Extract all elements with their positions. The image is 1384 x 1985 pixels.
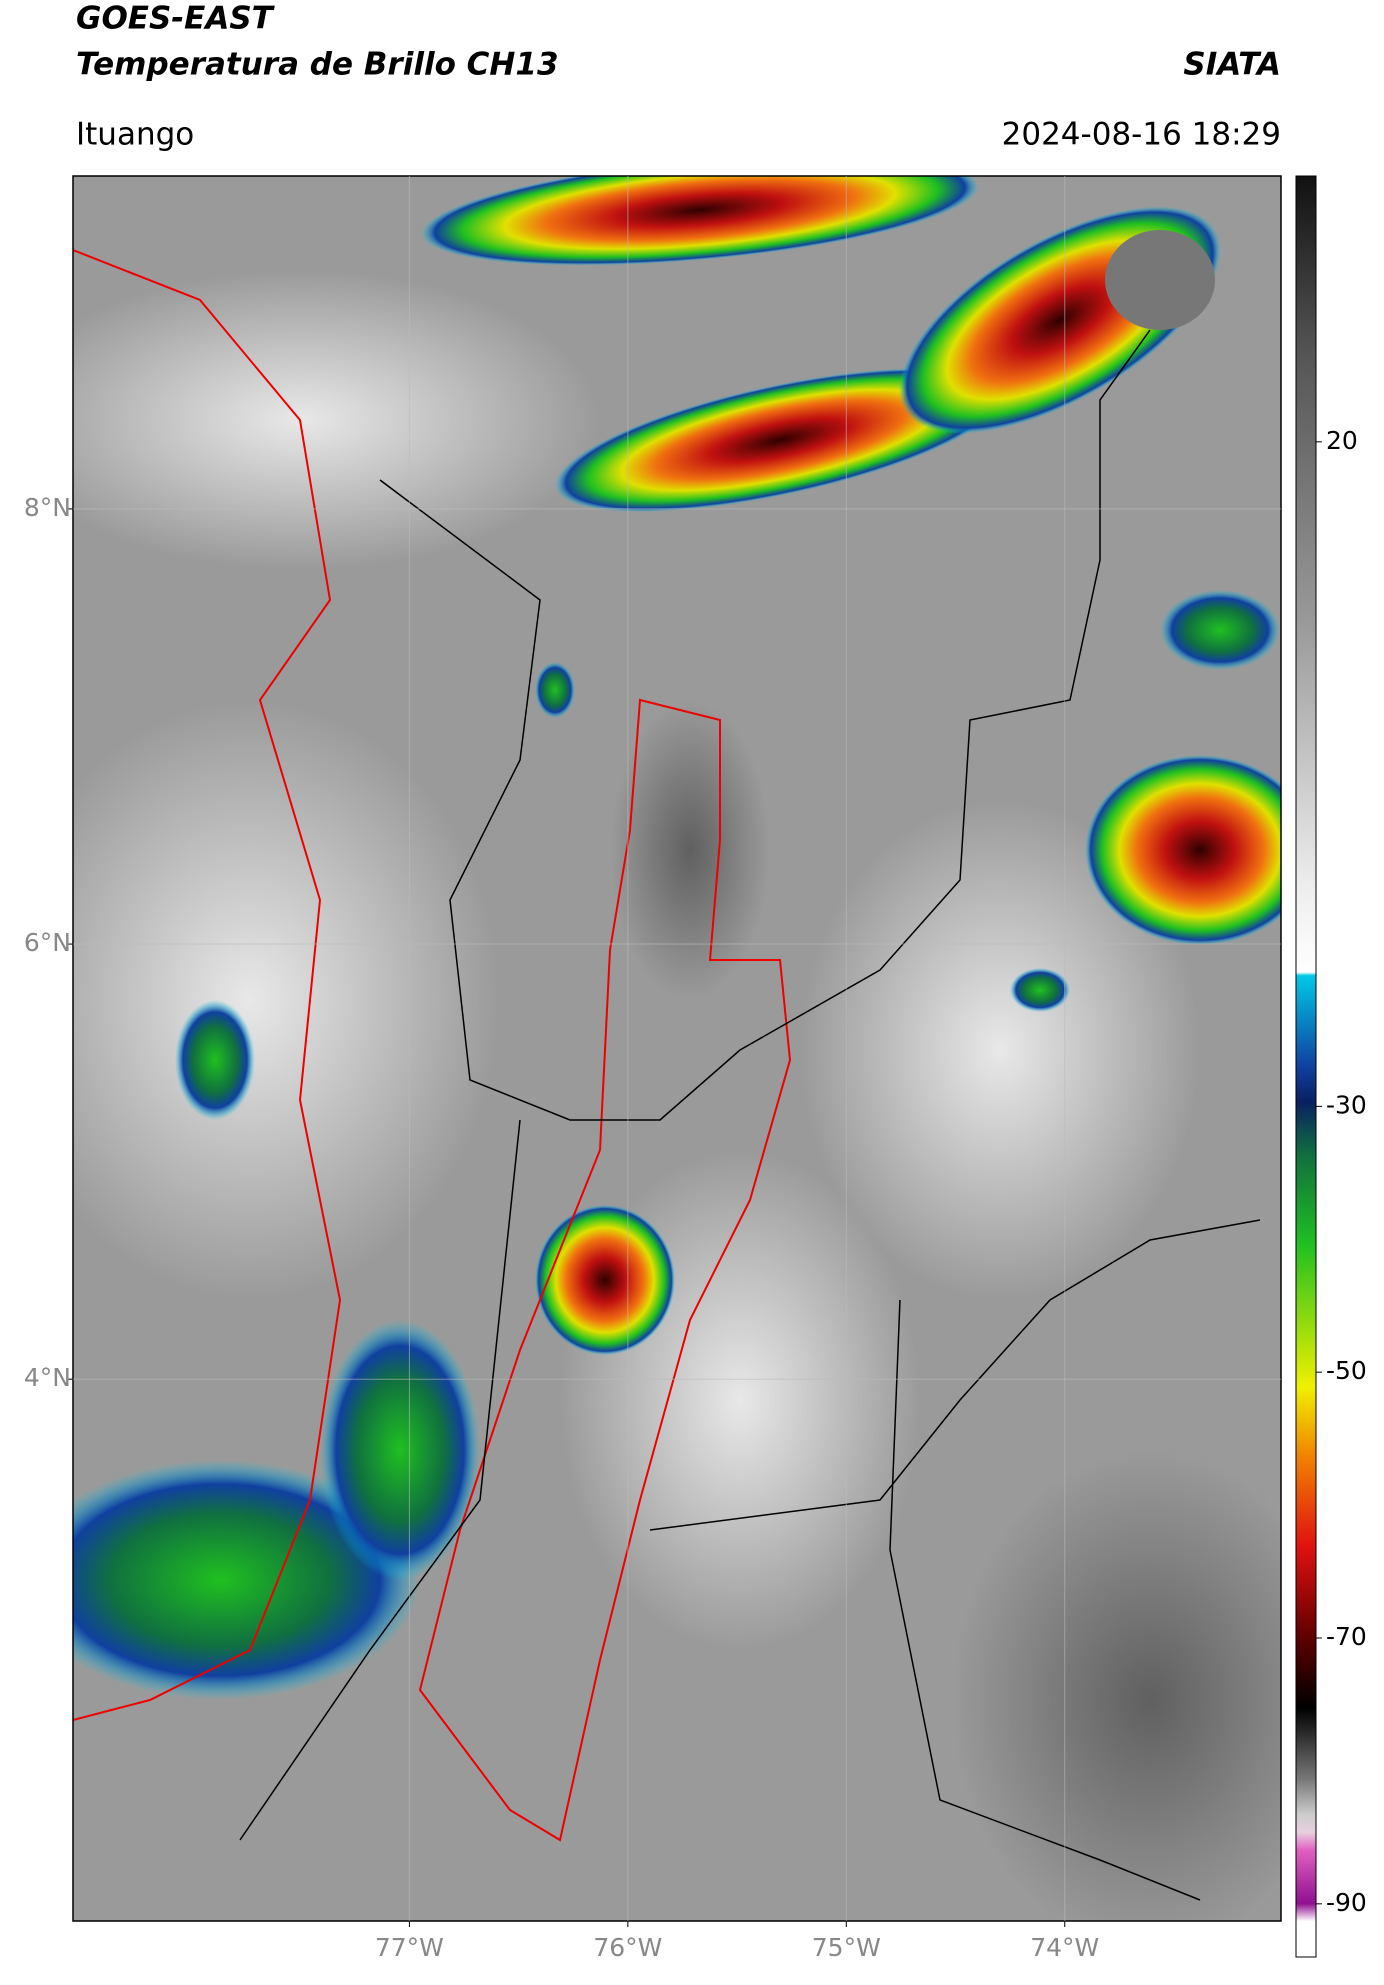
x-tick-label: 77°W	[375, 1933, 444, 1962]
colorbar-tick-label: -90	[1326, 1888, 1367, 1917]
colorbar	[1295, 175, 1317, 1958]
product: Temperatura de Brillo CH13	[76, 47, 559, 83]
datetime: 2024-08-16 18:29	[1002, 117, 1281, 153]
y-tick-label: 4°N	[24, 1363, 71, 1392]
x-tick-label: 74°W	[1030, 1933, 1099, 1962]
satellite-image	[73, 176, 1281, 1921]
x-tick-label: 76°W	[593, 1933, 662, 1962]
colorbar-tick-label: -30	[1326, 1090, 1367, 1119]
satellite: GOES-EAST	[76, 1, 276, 37]
source: SIATA	[1183, 47, 1281, 83]
map-frame	[72, 175, 1282, 1922]
colorbar-tick-label: -70	[1326, 1622, 1367, 1651]
location: Ituango	[76, 117, 194, 153]
y-tick-label: 8°N	[24, 493, 71, 522]
y-tick-label: 6°N	[24, 928, 71, 957]
colorbar-tick-label: 20	[1326, 426, 1358, 455]
x-tick-label: 75°W	[812, 1933, 881, 1962]
colorbar-tick-label: -50	[1326, 1356, 1367, 1385]
